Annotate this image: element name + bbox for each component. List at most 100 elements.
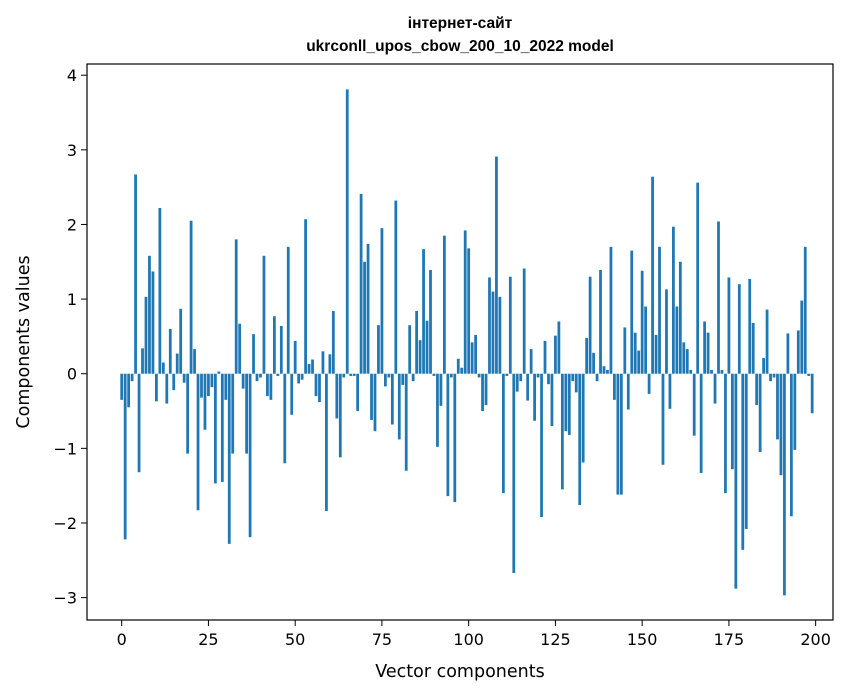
bar-128	[564, 373, 568, 432]
bar-69	[359, 193, 363, 374]
bar-0	[120, 373, 124, 400]
bar-5	[137, 373, 141, 473]
bar-111	[505, 373, 509, 376]
bar-181	[748, 278, 752, 374]
bar-57	[318, 373, 321, 403]
bar-151	[644, 306, 648, 374]
bar-161	[678, 261, 682, 374]
bar-178	[737, 284, 741, 374]
bar-155	[658, 246, 661, 374]
bar-14	[168, 328, 172, 374]
bar-12	[161, 362, 165, 374]
bar-198	[807, 373, 811, 376]
y-tick-label: 2	[67, 215, 77, 234]
bar-77	[387, 373, 391, 378]
chart-title-line-2: ukrconll_upos_cbow_200_10_2022 model	[306, 38, 614, 55]
bar-154	[654, 334, 658, 374]
bar-133	[581, 373, 585, 463]
bar-131	[574, 373, 578, 393]
bar-83	[408, 325, 412, 374]
bar-103	[477, 373, 481, 378]
bar-129	[567, 373, 571, 435]
bar-107	[491, 291, 495, 374]
bar-63	[338, 373, 342, 458]
bar-153	[651, 176, 654, 374]
bar-98	[460, 367, 464, 374]
bar-7	[144, 296, 148, 374]
bar-141	[609, 246, 613, 374]
bar-195	[796, 330, 800, 374]
bar-53	[304, 219, 307, 374]
bar-13	[165, 373, 169, 404]
bar-148	[633, 332, 637, 374]
x-tick-label: 0	[117, 630, 127, 649]
bar-136	[592, 352, 595, 374]
bar-71	[366, 243, 370, 374]
bar-32	[231, 373, 235, 454]
bar-172	[717, 221, 720, 374]
bar-139	[602, 366, 606, 374]
bar-135	[588, 276, 592, 374]
bar-22	[196, 373, 200, 511]
bar-116	[522, 268, 526, 374]
bar-18	[182, 373, 186, 383]
bar-191	[783, 373, 786, 596]
bar-119	[533, 373, 536, 421]
bar-56	[314, 373, 318, 397]
bar-10	[155, 373, 158, 402]
bar-176	[730, 373, 734, 470]
bar-122	[543, 340, 547, 374]
bar-21	[193, 349, 196, 374]
bar-49	[290, 373, 294, 415]
x-tick-label: 125	[540, 630, 571, 649]
bar-65	[345, 89, 349, 374]
x-tick-label: 200	[800, 630, 831, 649]
bar-147	[630, 250, 634, 374]
bar-85	[415, 311, 419, 374]
bar-132	[578, 373, 582, 506]
x-axis-label: Vector components	[375, 662, 544, 682]
bar-126	[557, 321, 561, 374]
bar-106	[488, 277, 491, 374]
chart-title-line-1: інтернет-сайт	[408, 15, 513, 32]
bar-84	[411, 373, 415, 382]
bar-179	[741, 373, 745, 550]
x-tick-label: 50	[285, 630, 305, 649]
bar-174	[724, 373, 727, 494]
bar-35	[241, 373, 245, 389]
bar-76	[384, 373, 387, 387]
bar-123	[547, 373, 550, 385]
bar-19	[186, 373, 190, 454]
bar-149	[637, 350, 641, 374]
bar-79	[394, 200, 398, 374]
bar-168	[703, 321, 707, 374]
bar-54	[307, 364, 311, 374]
bar-171	[713, 373, 717, 404]
bar-173	[720, 369, 724, 374]
bar-115	[519, 373, 523, 382]
bar-175	[727, 277, 731, 374]
bar-66	[349, 373, 353, 376]
bar-90	[432, 373, 436, 376]
bar-46	[279, 325, 283, 374]
bar-134	[585, 337, 589, 374]
bar-138	[599, 269, 602, 374]
bar-188	[772, 373, 776, 378]
bar-117	[526, 373, 530, 401]
y-axis-ticks: −3 −2 −1 0 1 2 3 4	[53, 66, 87, 608]
plot-frame	[86, 63, 834, 621]
y-axis-label: Components values	[14, 255, 34, 428]
bar-27	[213, 373, 217, 484]
bar-112	[508, 276, 512, 374]
bar-105	[484, 373, 488, 406]
bar-194	[793, 373, 797, 450]
bar-75	[380, 228, 384, 374]
bar-186	[765, 309, 769, 374]
bar-11	[158, 208, 162, 374]
bar-29	[220, 373, 224, 482]
bar-140	[606, 369, 609, 374]
bar-124	[550, 373, 554, 426]
bar-163	[685, 349, 689, 374]
bar-150	[640, 270, 644, 374]
